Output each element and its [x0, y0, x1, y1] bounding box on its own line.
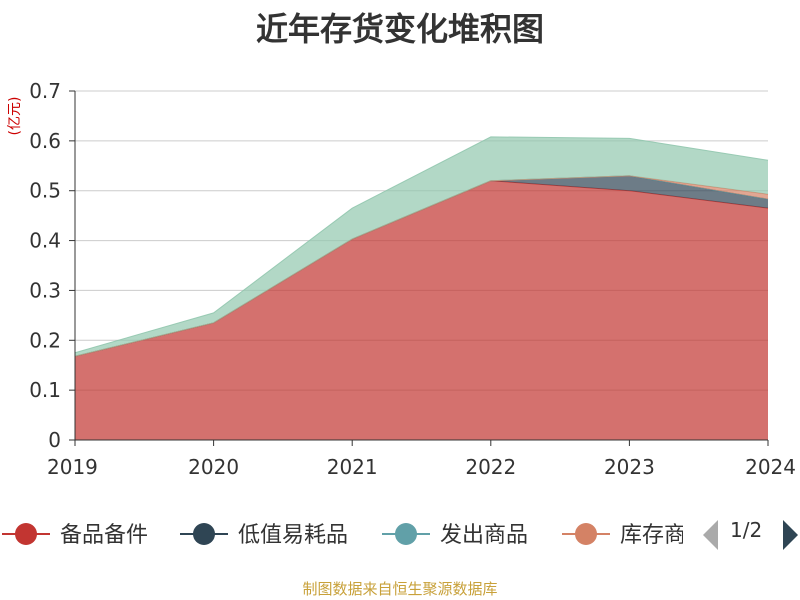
x-tick-label: 2022 [465, 455, 516, 479]
legend-label: 库存商 [620, 523, 686, 548]
legend-item-0[interactable]: 备品备件 [2, 523, 148, 548]
y-tick-label: 0.3 [29, 278, 61, 302]
pager-prev-icon[interactable] [703, 520, 718, 550]
y-tick-label: 0.2 [29, 328, 61, 352]
x-tick-label: 2019 [47, 455, 98, 479]
y-tick-label: 0 [48, 428, 61, 452]
y-tick-label: 0.6 [29, 129, 61, 153]
legend-item-3[interactable]: 库存商 [562, 523, 686, 548]
series-area-1 [75, 175, 768, 357]
legend-marker [395, 523, 417, 545]
chart-title: 近年存货变化堆积图 [255, 10, 544, 48]
y-tick-label: 0.4 [29, 229, 61, 253]
area-series [74, 136, 769, 440]
axes: 0 0.1 0.2 0.3 0.4 0.5 0.6 0.7 2019 2020 2021 2022 20… [7, 79, 796, 479]
legend-marker [575, 523, 597, 545]
legend[interactable]: 备品备件 低值易耗品 发出商品 库存商 [2, 523, 686, 548]
series-area-0 [75, 180, 768, 440]
pager-next-icon[interactable] [783, 520, 798, 550]
legend-label: 发出商品 [440, 523, 528, 548]
y-unit-label: (亿元) [7, 97, 23, 136]
legend-marker [193, 523, 215, 545]
legend-label: 备品备件 [60, 523, 148, 548]
legend-marker [15, 523, 37, 545]
data-source-footer: 制图数据来自恒生聚源数据库 [302, 580, 498, 598]
x-tick-label: 2020 [188, 455, 239, 479]
legend-label: 低值易耗品 [238, 523, 348, 548]
legend-item-1[interactable]: 低值易耗品 [180, 523, 348, 548]
y-tick-label: 0.5 [29, 179, 61, 203]
legend-item-2[interactable]: 发出商品 [382, 523, 528, 548]
x-tick-label: 2021 [327, 455, 378, 479]
series-line-4 [74, 136, 769, 354]
legend-pager[interactable] [703, 520, 798, 550]
legend-page-indicator: 1/2 [730, 518, 763, 542]
y-tick-label: 0.1 [29, 378, 61, 402]
x-tick-label: 2024 [745, 455, 796, 479]
y-tick-label: 0.7 [29, 79, 61, 103]
x-tick-label: 2023 [604, 455, 655, 479]
series-area-4 [75, 136, 768, 357]
